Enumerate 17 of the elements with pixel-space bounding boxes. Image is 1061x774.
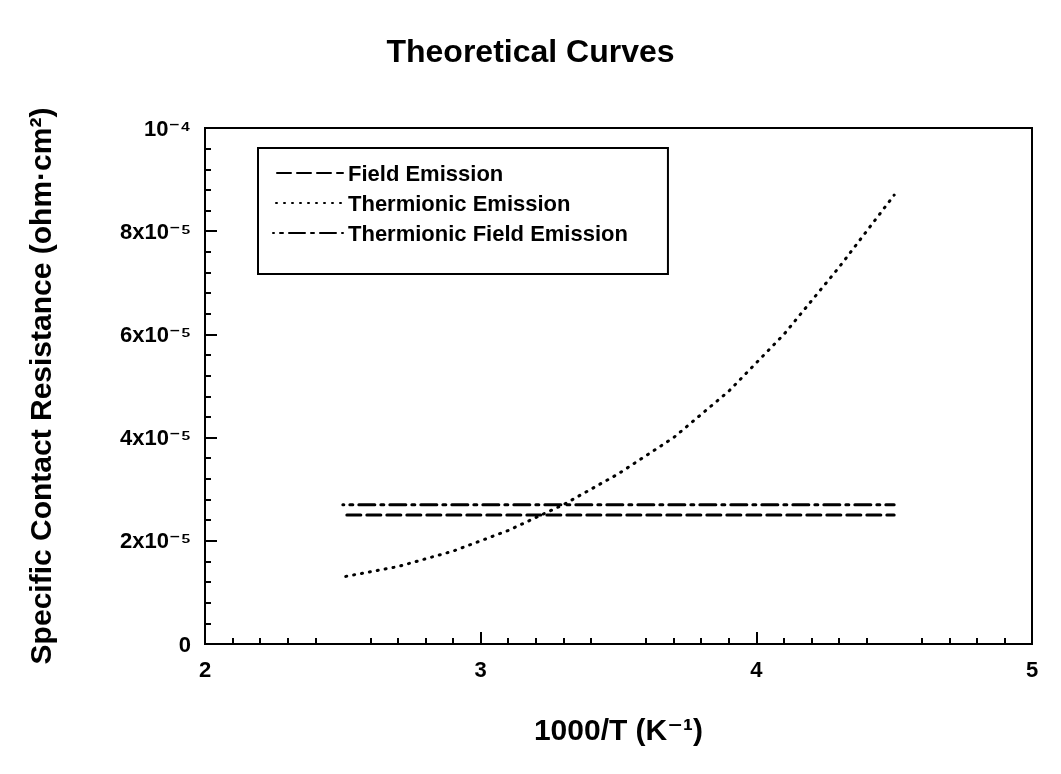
y-tick-label: 0: [178, 631, 191, 657]
y-tick-label: 10⁻⁴: [144, 115, 191, 141]
y-tick-label: 8x10⁻⁵: [120, 218, 191, 244]
x-axis-title: 1000/T (K⁻¹): [533, 712, 704, 746]
x-tick-label: 5: [1025, 656, 1039, 682]
y-axis-title: Specific Contact Resistance (ohm·cm²): [23, 107, 57, 665]
legend-label: Field Emission: [348, 160, 504, 186]
x-tick-label: 3: [474, 656, 487, 682]
line-series: [341, 193, 896, 579]
legend-label: Thermionic Field Emission: [348, 220, 628, 246]
y-tick-label: 2x10⁻⁵: [120, 528, 191, 554]
x-tick-label: 4: [750, 656, 764, 682]
y-tick-label: 4x10⁻⁵: [120, 425, 191, 451]
y-tick-label: 6x10⁻⁵: [120, 321, 191, 347]
x-tick-label: 2: [198, 656, 212, 682]
legend-label: Thermionic Emission: [348, 190, 571, 216]
chart-title: Theoretical Curves: [386, 33, 675, 69]
